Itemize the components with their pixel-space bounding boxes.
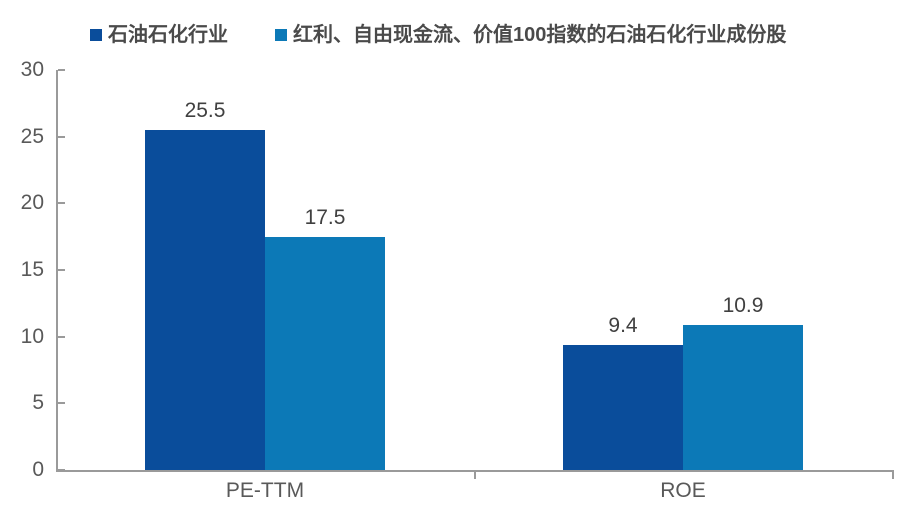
- y-axis-tick-label: 10: [20, 324, 44, 348]
- legend-item: 石油石化行业: [90, 22, 228, 48]
- y-axis-tick-label: 20: [20, 191, 44, 215]
- legend-marker-square-icon: [275, 29, 287, 41]
- bar-value-label: 17.5: [304, 205, 346, 229]
- bar-value-label: 10.9: [722, 293, 764, 317]
- legend-label: 红利、自由现金流、价值100指数的石油石化行业成份股: [293, 24, 787, 46]
- y-axis-tick-mark: [58, 202, 65, 205]
- y-axis-tick-label: 0: [32, 458, 44, 481]
- y-axis-tick-mark: [58, 135, 65, 138]
- bar-roe-series2: [683, 324, 803, 470]
- bar-value-label: 25.5: [184, 99, 226, 122]
- legend-item: 红利、自由现金流、价值100指数的石油石化行业成份股: [275, 22, 786, 48]
- y-axis-tick-mark: [58, 469, 65, 471]
- legend-label: 石油石化行业: [108, 24, 228, 46]
- y-axis-tick-mark: [58, 269, 65, 271]
- bar-roe-series1: [563, 344, 683, 470]
- x-axis-tick-mark: [892, 472, 894, 479]
- y-axis-tick-mark: [58, 402, 65, 405]
- y-axis-tick-label: 5: [32, 391, 44, 415]
- y-axis-tick-mark: [58, 335, 65, 338]
- legend-marker-square-icon: [90, 29, 102, 41]
- plot-area: [56, 70, 894, 472]
- y-axis-tick-label: 30: [20, 58, 44, 81]
- x-axis-category-label: PE-TTM: [225, 479, 305, 502]
- y-axis-tick-label: 15: [20, 258, 44, 281]
- bar-value-label: 9.4: [608, 313, 638, 337]
- y-axis-tick-label: 25: [20, 124, 44, 148]
- x-axis-tick-mark: [474, 472, 476, 479]
- bar-pe-ttm-series2: [265, 236, 385, 470]
- bar-pe-ttm-series1: [145, 130, 265, 470]
- x-axis-category-label: ROE: [660, 479, 706, 502]
- y-axis-tick-mark: [58, 69, 65, 71]
